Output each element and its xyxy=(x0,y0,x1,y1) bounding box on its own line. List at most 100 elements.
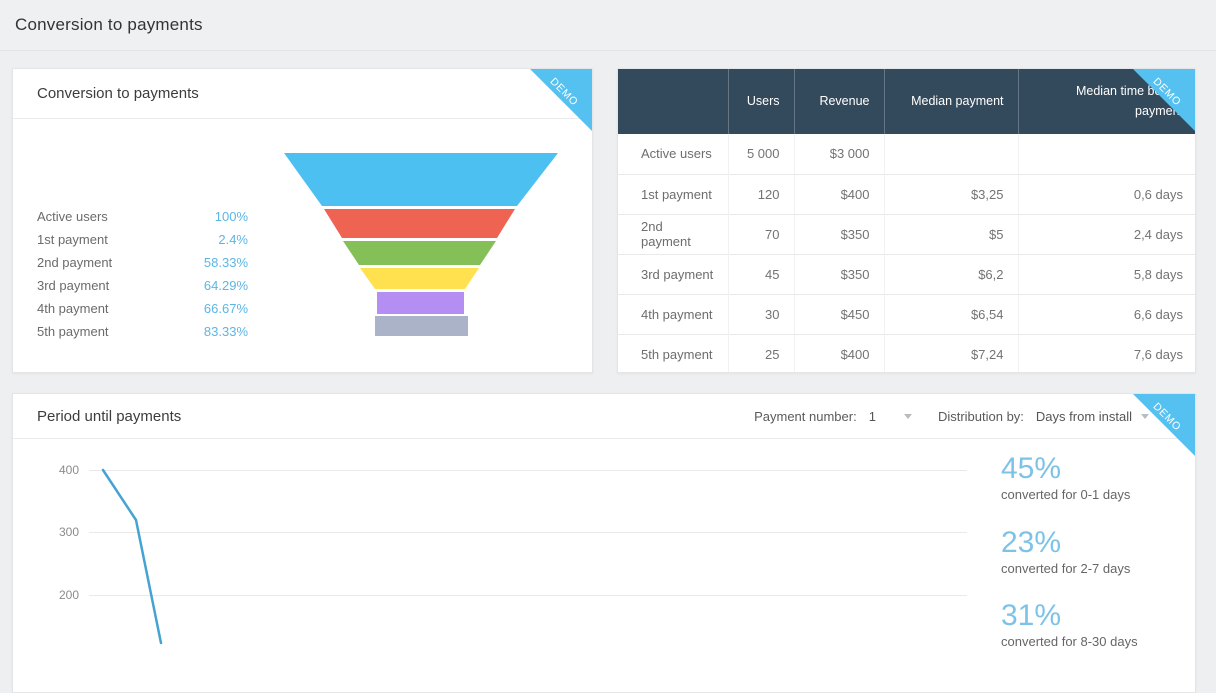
stat-caption: converted for 0-1 days xyxy=(1001,487,1131,502)
cell-median-payment: $6,2 xyxy=(883,253,1018,294)
row-label: Active users xyxy=(618,134,728,174)
funnel-segment-5th-payment xyxy=(375,316,468,336)
cell-users: 120 xyxy=(727,173,794,214)
legend-label: 5th payment xyxy=(37,324,109,339)
page-title: Conversion to payments xyxy=(15,15,203,34)
distribution-by-dropdown[interactable]: Days from install xyxy=(1036,409,1149,424)
cell-users: 5 000 xyxy=(727,134,794,174)
conversion-stat: 23% converted for 2-7 days xyxy=(1001,526,1191,576)
legend-item: 1st payment 2.4% xyxy=(37,228,248,251)
cell-median-time: 2,4 days xyxy=(1017,213,1195,254)
funnel-segment-3rd-payment xyxy=(360,268,479,289)
chevron-down-icon xyxy=(903,413,912,419)
cell-median-payment: $3,25 xyxy=(883,173,1018,214)
col-header-median-payment: Median payment xyxy=(883,69,1018,134)
funnel-segment-active-users xyxy=(284,153,558,206)
cell-median-payment: $5 xyxy=(883,213,1018,254)
period-line-chart xyxy=(101,468,163,645)
legend-item: 5th payment 83.33% xyxy=(37,320,248,343)
payments-table-card: DEMO Users Revenue Median payment Median… xyxy=(617,68,1196,373)
conversion-stat: 45% converted for 0-1 days xyxy=(1001,452,1191,502)
line-series xyxy=(101,468,163,645)
distribution-by-value: Days from install xyxy=(1035,408,1132,424)
legend-label: 2nd payment xyxy=(37,255,113,270)
table-row: 3rd payment 45 $350 $6,2 5,8 days xyxy=(618,253,1195,294)
payment-number-label: Payment number: xyxy=(754,408,857,424)
stat-value: 45% xyxy=(1001,452,1062,485)
legend-item: Active users 100% xyxy=(37,205,248,228)
funnel-segment-2nd-payment xyxy=(343,241,496,265)
gridline xyxy=(89,532,967,533)
funnel-segment-4th-payment xyxy=(377,292,464,314)
cell-users: 30 xyxy=(727,293,794,334)
top-bar: Conversion to payments xyxy=(0,0,1216,51)
legend-item: 3rd payment 64.29% xyxy=(37,274,248,297)
y-axis-tick: 400 xyxy=(58,463,79,477)
stat-value: 31% xyxy=(1001,599,1062,632)
y-axis-tick: 200 xyxy=(58,588,79,602)
legend-value: 2.4% xyxy=(218,232,248,247)
cell-users: 70 xyxy=(727,213,794,254)
cell-median-time: 5,8 days xyxy=(1017,253,1195,294)
conversion-funnel-card: Conversion to payments DEMO Active users… xyxy=(12,68,593,373)
row-label: 4th payment xyxy=(618,293,728,334)
gridline xyxy=(89,595,967,596)
legend-item: 4th payment 66.67% xyxy=(37,297,248,320)
funnel-card-header: Conversion to payments xyxy=(13,69,592,119)
table-row: 2nd payment 70 $350 $5 2,4 days xyxy=(618,213,1195,254)
payments-table: Users Revenue Median payment Median time… xyxy=(618,69,1195,372)
cell-revenue: $350 xyxy=(793,253,884,294)
col-header-blank xyxy=(618,69,728,134)
legend-label: 3rd payment xyxy=(37,278,110,293)
cell-revenue: $3 000 xyxy=(793,134,884,174)
cell-users: 25 xyxy=(727,333,794,372)
cell-revenue: $400 xyxy=(793,173,884,214)
table-row: 4th payment 30 $450 $6,54 6,6 days xyxy=(618,293,1195,334)
stat-value: 23% xyxy=(1001,526,1062,559)
legend-label: 1st payment xyxy=(37,232,108,247)
cell-median-payment: $6,54 xyxy=(883,293,1018,334)
row-label: 3rd payment xyxy=(618,253,728,294)
funnel-legend: Active users 100% 1st payment 2.4% 2nd p… xyxy=(37,205,248,343)
legend-item: 2nd payment 58.33% xyxy=(37,251,248,274)
period-until-payments-card: Period until payments Payment number: 1 … xyxy=(12,393,1196,693)
payment-number-value: 1 xyxy=(868,408,876,424)
gridline xyxy=(89,470,967,471)
cell-median-time: 7,6 days xyxy=(1017,333,1195,372)
funnel-segment-1st-payment xyxy=(324,209,515,238)
cell-revenue: $350 xyxy=(793,213,884,254)
table-row: 1st payment 120 $400 $3,25 0,6 days xyxy=(618,173,1195,214)
cell-median-payment xyxy=(883,134,1018,174)
row-label: 1st payment xyxy=(618,173,728,214)
period-card-title: Period until payments xyxy=(37,407,182,425)
cell-users: 45 xyxy=(727,253,794,294)
legend-label: 4th payment xyxy=(37,301,109,316)
cell-median-time: 6,6 days xyxy=(1017,293,1195,334)
period-card-header: Period until payments Payment number: 1 … xyxy=(13,394,1195,439)
period-card-controls: Payment number: 1 Distribution by: Days … xyxy=(754,409,1149,424)
y-axis-tick: 300 xyxy=(58,525,79,539)
cell-median-time xyxy=(1017,134,1195,174)
cell-revenue: $450 xyxy=(793,293,884,334)
funnel-chart xyxy=(284,153,558,336)
distribution-by-label: Distribution by: xyxy=(937,408,1024,424)
cell-revenue: $400 xyxy=(793,333,884,372)
legend-value: 100% xyxy=(214,209,248,224)
row-label: 2nd payment xyxy=(618,213,728,254)
funnel-card-title: Conversion to payments xyxy=(37,85,199,102)
cell-median-payment: $7,24 xyxy=(883,333,1018,372)
col-header-users: Users xyxy=(727,69,794,134)
legend-label: Active users xyxy=(37,209,108,224)
chevron-down-icon xyxy=(1141,413,1149,419)
col-header-revenue: Revenue xyxy=(793,69,884,134)
cell-median-time: 0,6 days xyxy=(1017,173,1195,214)
legend-value: 64.29% xyxy=(203,278,248,293)
table-row: Active users 5 000 $3 000 xyxy=(618,134,1195,174)
legend-value: 66.67% xyxy=(203,301,248,316)
legend-value: 58.33% xyxy=(203,255,248,270)
payment-number-dropdown[interactable]: 1 xyxy=(869,409,912,424)
table-header-row: Users Revenue Median payment Median time… xyxy=(618,69,1195,134)
legend-value: 83.33% xyxy=(203,324,248,339)
stat-caption: converted for 2-7 days xyxy=(1001,561,1131,576)
table-row: 5th payment 25 $400 $7,24 7,6 days xyxy=(618,333,1195,372)
